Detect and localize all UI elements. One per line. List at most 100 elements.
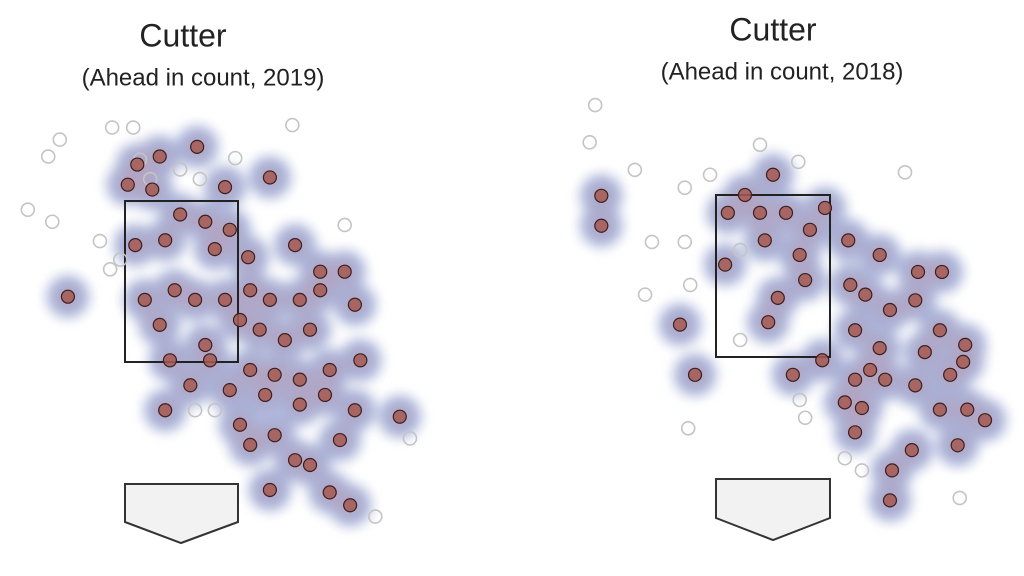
pitch-point xyxy=(258,387,273,403)
pitch-point xyxy=(802,222,818,237)
pitch-point xyxy=(752,205,768,220)
pitch-point xyxy=(332,432,348,448)
pitch-point xyxy=(207,402,223,418)
pitches xyxy=(594,167,993,508)
chart-title: Cutter xyxy=(139,17,226,53)
pitches xyxy=(60,139,407,513)
pitch-point xyxy=(792,392,807,408)
pitch-point xyxy=(392,409,407,424)
field-decor xyxy=(124,194,831,545)
pitch-point xyxy=(207,242,222,257)
pitch-point xyxy=(672,317,688,332)
pitch-point xyxy=(950,438,965,453)
pitch-point xyxy=(917,345,932,360)
pitch-point xyxy=(52,132,68,147)
pitch-point xyxy=(910,264,926,280)
pitch-point xyxy=(956,354,971,369)
pitch-point xyxy=(187,402,203,418)
pitch-point xyxy=(732,242,748,258)
pitch-point xyxy=(687,367,703,382)
pitch-point xyxy=(20,202,36,217)
pitch-point xyxy=(872,340,887,356)
pitch-point xyxy=(908,378,923,393)
pitch-point xyxy=(943,367,958,382)
pitch-point xyxy=(277,333,292,348)
pitch-point xyxy=(841,233,856,248)
pitch-point xyxy=(137,292,152,307)
pitch-point xyxy=(317,387,333,403)
other-pitches xyxy=(582,97,968,506)
pitch-point xyxy=(232,417,248,432)
pitch-point xyxy=(904,443,919,458)
pitch-point xyxy=(908,293,923,308)
pitch-point xyxy=(198,214,213,229)
pitch-point xyxy=(792,247,807,263)
pitch-point xyxy=(815,353,830,368)
pitch-point xyxy=(313,264,328,279)
pitch-point xyxy=(872,247,887,263)
pitch-point xyxy=(797,410,813,426)
pitch-point xyxy=(594,218,609,233)
pitch-point xyxy=(347,403,362,418)
pitch-point xyxy=(222,222,237,237)
pitch-point xyxy=(188,292,203,307)
pitch-point xyxy=(217,180,233,195)
pitch-point xyxy=(627,162,643,178)
pitch-point xyxy=(322,485,337,500)
pitch-point xyxy=(190,139,205,154)
pitch-point xyxy=(292,292,307,307)
pitch-point xyxy=(322,362,337,378)
home-plate xyxy=(124,483,239,545)
pitch-point xyxy=(858,287,873,302)
pitch-point xyxy=(243,437,258,452)
pitch-point xyxy=(932,323,947,338)
pitch-point xyxy=(587,97,603,113)
pitch-point xyxy=(145,182,160,197)
pitch-point xyxy=(958,337,973,352)
pitch-point xyxy=(267,367,282,382)
pitch-point xyxy=(262,170,277,185)
pitch-point xyxy=(837,450,853,466)
pitch-point xyxy=(337,217,353,233)
pitch-point xyxy=(353,353,368,368)
pitch-point xyxy=(752,137,768,153)
chart-title: Cutter xyxy=(729,11,816,47)
pitch-point xyxy=(162,353,178,368)
pitch-point xyxy=(778,205,794,220)
pitch-point xyxy=(960,402,975,417)
pitch-point xyxy=(644,234,660,250)
pitch-point xyxy=(287,453,303,468)
pitch-point xyxy=(152,149,167,164)
pitch-point xyxy=(172,162,188,177)
pitch-point xyxy=(262,292,277,307)
pitch-point xyxy=(44,214,60,230)
pitch-point xyxy=(737,187,753,203)
pitch-point xyxy=(158,403,173,418)
pitch-point xyxy=(785,367,800,382)
pitch-point xyxy=(128,238,143,253)
density-core xyxy=(588,161,999,514)
pitch-point xyxy=(287,238,303,253)
pitch-point xyxy=(60,289,76,304)
pitch-point xyxy=(158,233,173,248)
pitch-point xyxy=(40,149,56,164)
pitch-point xyxy=(262,482,277,498)
pitch-point xyxy=(252,322,267,337)
pitch-point xyxy=(202,353,218,368)
pitch-point xyxy=(934,264,950,280)
pitch-point xyxy=(232,312,248,328)
pitch-point xyxy=(847,425,863,440)
pitch-point xyxy=(302,457,318,473)
pitch-point xyxy=(884,463,900,478)
pitch-point xyxy=(761,315,776,330)
pitch-point xyxy=(217,292,233,307)
pitch-point xyxy=(173,207,188,222)
pitch-point xyxy=(702,167,718,183)
pitch-point xyxy=(677,234,693,250)
pitch-point xyxy=(932,402,947,417)
panel: Cutter (Ahead in count, 2019) xyxy=(82,17,325,91)
pitch-point xyxy=(718,257,733,272)
pitch-point xyxy=(243,283,258,298)
